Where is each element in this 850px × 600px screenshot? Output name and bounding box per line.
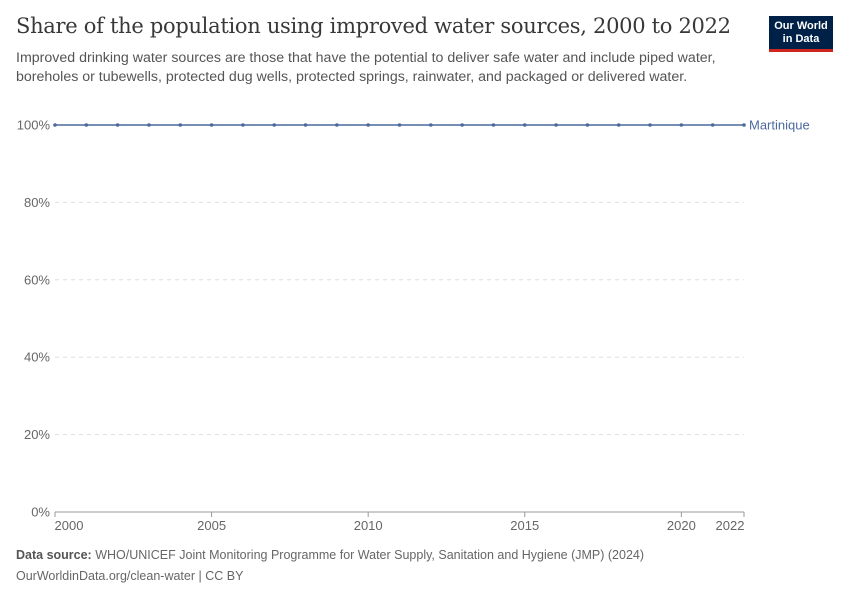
data-point [710, 123, 715, 127]
series-label: Martinique [749, 118, 810, 133]
data-point [53, 123, 57, 127]
x-tick-label: 2015 [510, 518, 539, 533]
data-point [679, 123, 684, 127]
source-label: Data source: [16, 548, 92, 562]
data-point [115, 123, 120, 127]
data-point [397, 123, 402, 127]
logo-line1: Our World [774, 20, 828, 32]
data-point [742, 123, 746, 127]
url-license[interactable]: OurWorldinData.org/clean-water | CC BY [16, 569, 244, 583]
data-point [178, 123, 183, 127]
data-point [303, 123, 308, 127]
data-point [648, 123, 652, 127]
data-point [460, 123, 464, 127]
data-point [554, 123, 558, 127]
x-tick-label: 2020 [667, 518, 696, 533]
data-point [147, 123, 151, 127]
logo-line2: in Data [782, 32, 820, 45]
y-tick-label: 100% [17, 118, 51, 133]
owid-logo[interactable]: Our World in Data [769, 16, 833, 52]
data-point [84, 123, 89, 127]
data-point [429, 123, 433, 127]
chart-title: Share of the population using improved w… [16, 14, 731, 38]
data-point [272, 123, 277, 127]
x-tick-label: 2000 [55, 518, 84, 533]
data-point [366, 123, 370, 127]
y-tick-label: 20% [24, 427, 50, 442]
y-tick-label: 0% [31, 505, 50, 520]
x-tick-label: 2005 [197, 518, 226, 533]
x-tick-label: 2022 [716, 518, 745, 533]
data-point [209, 123, 214, 127]
y-tick-label: 80% [24, 195, 50, 210]
data-point [241, 123, 245, 127]
data-point [335, 123, 339, 127]
source-line: Data source: WHO/UNICEF Joint Monitoring… [16, 548, 644, 562]
y-tick-label: 60% [24, 272, 50, 287]
x-tick-label: 2010 [354, 518, 383, 533]
y-tick-label: 40% [24, 350, 50, 365]
data-point [616, 123, 621, 127]
data-point [585, 123, 590, 127]
data-point [491, 123, 496, 127]
chart-subtitle: Improved drinking water sources are thos… [16, 50, 716, 85]
source-text: WHO/UNICEF Joint Monitoring Programme fo… [95, 548, 645, 562]
data-point [522, 123, 527, 127]
